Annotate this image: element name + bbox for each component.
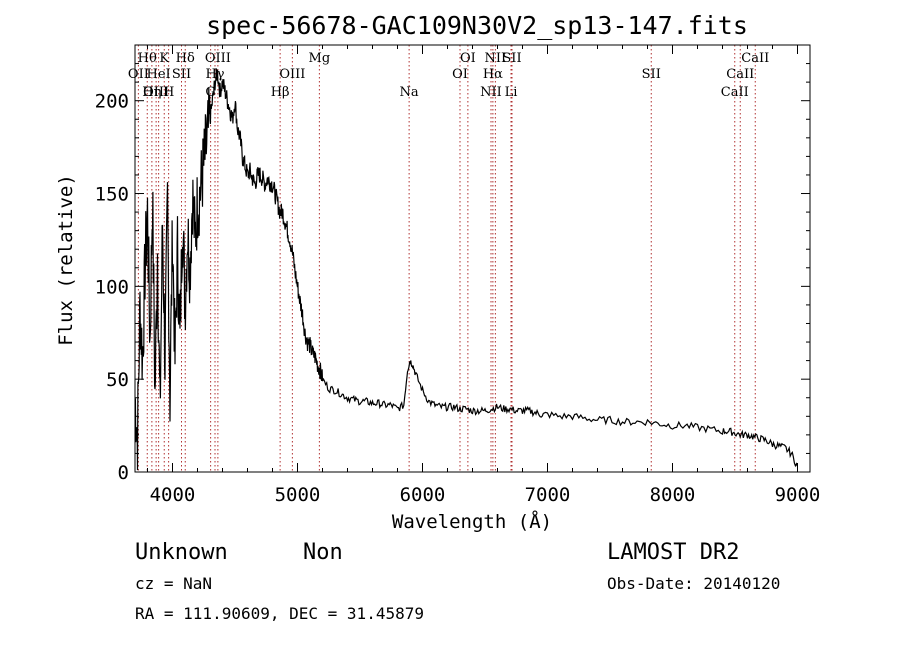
x-axis-label: Wavelength (Å) (392, 510, 552, 533)
spectral-line-label: CaII (741, 51, 769, 66)
spectral-line-label: NII (485, 51, 507, 66)
coordinates: RA = 111.90609, DEC = 31.45879 (135, 604, 424, 623)
spectral-line-label: OI (460, 51, 476, 66)
spectral-line-label: CaII (726, 67, 754, 82)
spectral-line-label: HeI (147, 67, 171, 82)
x-tick-label: 8000 (650, 484, 696, 506)
spectral-line-label: H (163, 85, 174, 100)
spectral-line-label: K (159, 51, 169, 66)
spectral-line-label: Hδ (176, 51, 195, 66)
spectral-line-label: Hα (483, 67, 503, 82)
y-tick-label: 150 (95, 184, 129, 206)
y-tick-label: 200 (95, 91, 129, 113)
spectral-line-label: OIII (279, 67, 305, 82)
x-tick-label: 6000 (400, 484, 446, 506)
spectral-line-label: Hη (142, 85, 161, 100)
spectral-line-label: SII (502, 51, 521, 66)
spectral-line-markers (137, 45, 756, 472)
spectral-line-label: Hβ (271, 85, 290, 100)
y-tick-label: 0 (118, 462, 129, 484)
spectrum-line (134, 68, 799, 471)
spectral-line-label: OII (128, 67, 149, 82)
spectral-line-label: SII (642, 67, 661, 82)
y-axis-label: Flux (relative) (55, 174, 77, 346)
spectral-line-label: OIII (205, 51, 231, 66)
axis-ticks: 4000 5000 6000 7000 8000 9000 0 50 100 150 200 (95, 45, 821, 506)
spectral-line-label: Hθ (138, 51, 157, 66)
object-subclass: Non (303, 540, 343, 565)
y-tick-label: 100 (95, 276, 129, 298)
x-tick-label: 7000 (525, 484, 571, 506)
x-tick-label: 9000 (775, 484, 821, 506)
spectral-line-label: OIII (143, 85, 169, 100)
redshift-cz: cz = NaN (135, 574, 212, 593)
observation-date: Obs-Date: 20140120 (607, 574, 780, 593)
survey-name: LAMOST DR2 (607, 540, 739, 565)
spectral-line-label: OI (452, 67, 468, 82)
spectral-line-label: Na (400, 85, 419, 100)
x-tick-label: 5000 (275, 484, 321, 506)
spectral-line-label: Hγ (205, 67, 224, 82)
y-tick-label: 50 (106, 369, 129, 391)
spectral-line-label: SII (172, 67, 191, 82)
spectral-line-label: NII (480, 85, 502, 100)
object-class: Unknown (135, 540, 228, 565)
spectral-line-label: Mg (309, 51, 331, 66)
spectral-line-label: Li (505, 85, 518, 100)
x-tick-label: 4000 (150, 484, 196, 506)
spectral-line-label: CaII (721, 85, 749, 100)
chart-title: spec-56678-GAC109N30V2_sp13-147.fits (206, 11, 748, 40)
spectral-line-label: G (205, 85, 215, 100)
